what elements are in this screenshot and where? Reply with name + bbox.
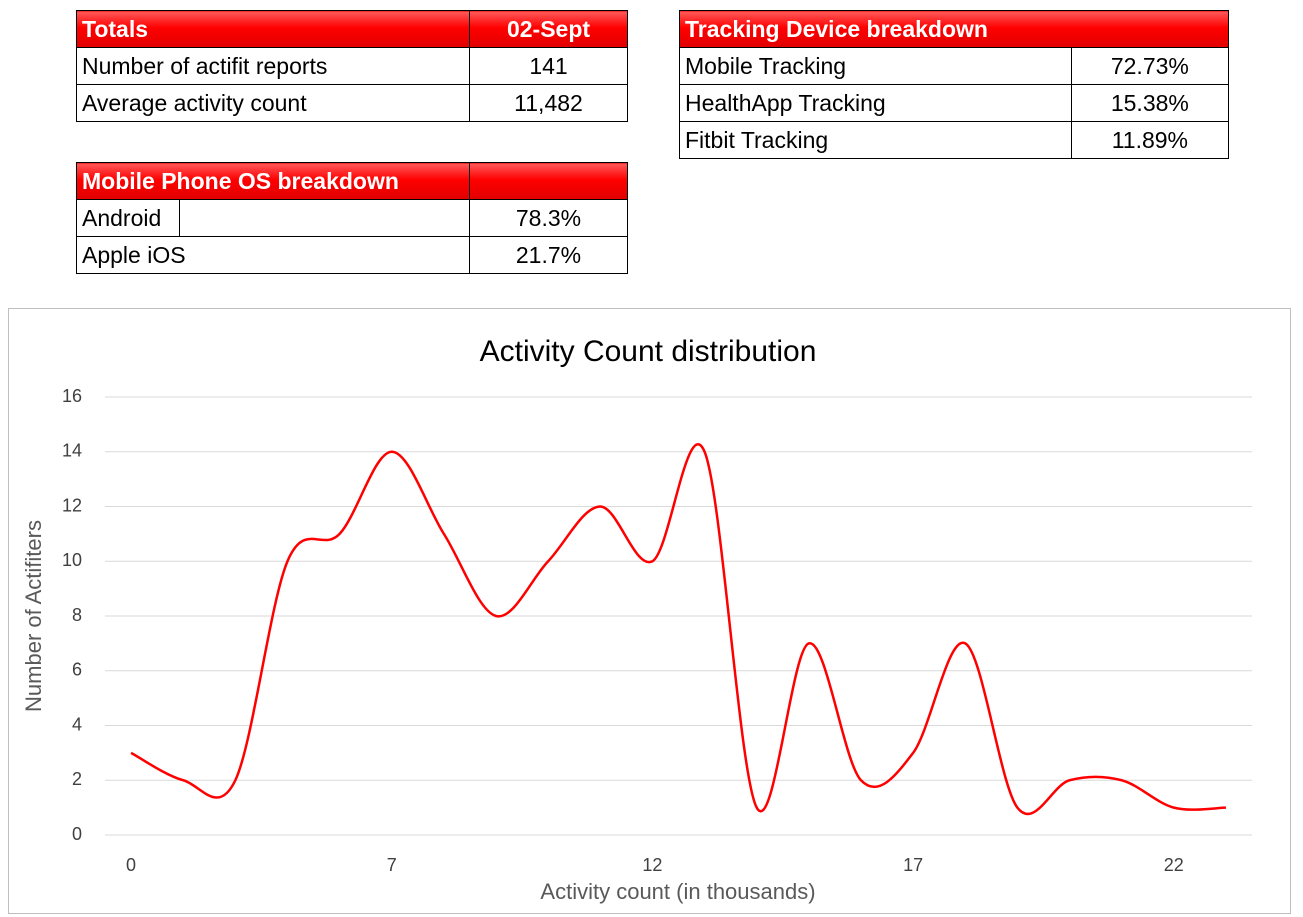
cell: 78.3% bbox=[469, 199, 628, 237]
header-cell: Mobile Phone OS breakdown bbox=[76, 162, 470, 200]
tracking-table: Tracking Device breakdown Mobile Trackin… bbox=[679, 10, 1230, 159]
header-cell: Totals bbox=[76, 10, 470, 48]
y-tick-label: 6 bbox=[72, 660, 82, 680]
cell bbox=[179, 199, 470, 237]
cell: 15.38% bbox=[1070, 84, 1230, 122]
cell: Fitbit Tracking bbox=[679, 121, 1072, 159]
x-tick-label: 17 bbox=[903, 855, 923, 875]
y-tick-label: 16 bbox=[62, 386, 82, 406]
cell: Average activity count bbox=[76, 84, 470, 122]
y-tick-label: 12 bbox=[62, 495, 82, 515]
os-table: Mobile Phone OS breakdown Android 78.3% A… bbox=[75, 162, 628, 274]
y-tick-label: 0 bbox=[72, 824, 82, 844]
x-tick-label: 7 bbox=[387, 855, 397, 875]
cell: Apple iOS bbox=[76, 236, 470, 274]
header-cell: Tracking Device breakdown bbox=[679, 10, 1229, 48]
y-tick-label: 2 bbox=[72, 769, 82, 789]
x-tick-label: 12 bbox=[642, 855, 662, 875]
y-axis-label: Number of Actifiters bbox=[21, 520, 46, 712]
x-tick-label: 22 bbox=[1164, 855, 1184, 875]
chart-title: Activity Count distribution bbox=[480, 335, 817, 368]
cell: Number of actifit reports bbox=[76, 47, 470, 85]
cell: 11,482 bbox=[469, 84, 628, 122]
x-tick-label: 0 bbox=[126, 855, 136, 875]
cell: Android bbox=[75, 199, 181, 237]
cell: 72.73% bbox=[1070, 47, 1230, 85]
chart-frame bbox=[8, 308, 1291, 914]
data-line bbox=[130, 443, 1226, 816]
totals-table: Totals 02-Sept Number of actifit reports 1… bbox=[76, 10, 628, 122]
header-cell: 02-Sept bbox=[469, 10, 628, 48]
y-tick-label: 14 bbox=[62, 441, 82, 461]
cell: HealthApp Tracking bbox=[679, 84, 1072, 122]
cell: 21.7% bbox=[469, 236, 628, 274]
x-axis-label: Activity count (in thousands) bbox=[540, 879, 815, 904]
y-tick-label: 10 bbox=[62, 550, 82, 570]
cell: 11.89% bbox=[1070, 121, 1230, 159]
y-tick-label: 4 bbox=[72, 714, 82, 734]
y-tick-label: 8 bbox=[72, 605, 82, 625]
